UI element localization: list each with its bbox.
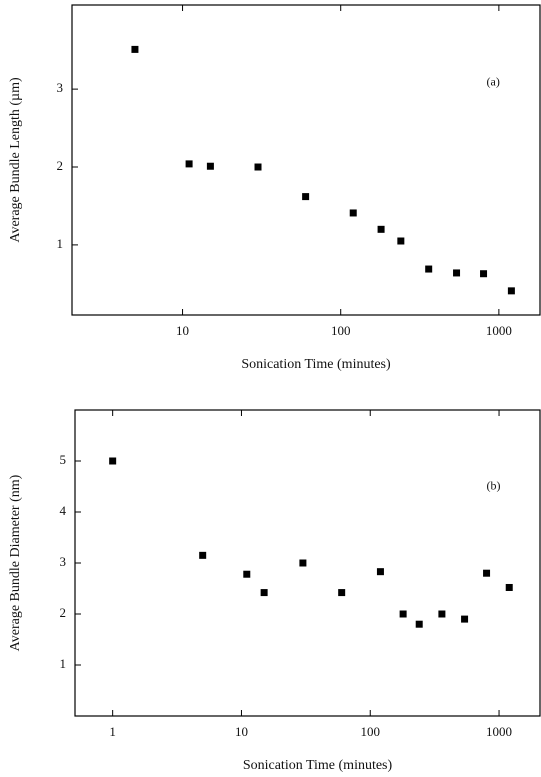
point xyxy=(349,209,357,217)
y-tick-label: 4 xyxy=(60,503,67,518)
point xyxy=(438,610,446,618)
annotation: (a) xyxy=(487,74,500,88)
point xyxy=(338,589,346,597)
point xyxy=(507,287,515,295)
x-axis-label: Sonication Time (minutes) xyxy=(241,357,391,372)
point xyxy=(377,225,385,233)
point xyxy=(483,569,491,577)
y-tick-label: 1 xyxy=(60,656,67,671)
point xyxy=(206,162,214,170)
point xyxy=(461,615,469,623)
x-tick-label: 100 xyxy=(360,724,380,739)
point xyxy=(399,610,407,618)
point xyxy=(397,237,405,245)
point xyxy=(131,45,139,53)
point xyxy=(299,559,307,567)
point xyxy=(425,265,433,273)
y-tick-label: 5 xyxy=(60,452,67,467)
x-tick-label: 1 xyxy=(109,724,116,739)
point xyxy=(415,620,423,628)
point xyxy=(199,551,207,559)
x-tick-label: 10 xyxy=(235,724,248,739)
x-tick-label: 1000 xyxy=(486,724,512,739)
x-tick-label: 10 xyxy=(176,323,189,338)
y-axis-label: Average Bundle Length (µm) xyxy=(8,77,23,243)
point xyxy=(376,568,384,576)
point xyxy=(302,193,310,201)
y-tick-label: 1 xyxy=(57,236,64,251)
y-tick-label: 2 xyxy=(60,605,67,620)
point xyxy=(243,570,251,578)
plot-frame xyxy=(74,409,541,717)
plot-frame xyxy=(71,4,541,316)
point xyxy=(505,583,513,591)
point xyxy=(260,589,268,597)
y-tick-label: 2 xyxy=(57,158,64,173)
x-axis-label: Sonication Time (minutes) xyxy=(243,758,393,773)
annotation: (b) xyxy=(487,478,501,492)
x-tick-label: 100 xyxy=(331,323,351,338)
point xyxy=(185,160,193,168)
point xyxy=(254,163,262,171)
point xyxy=(480,270,488,278)
point xyxy=(109,457,117,465)
y-tick-label: 3 xyxy=(57,80,64,95)
point xyxy=(453,269,461,277)
x-tick-label: 1000 xyxy=(486,323,512,338)
y-tick-label: 3 xyxy=(60,554,67,569)
y-axis-label: Average Bundle Diameter (nm) xyxy=(8,474,23,651)
